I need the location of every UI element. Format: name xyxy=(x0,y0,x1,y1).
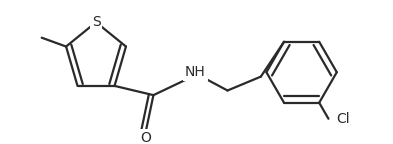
Text: S: S xyxy=(92,15,100,29)
Text: NH: NH xyxy=(185,65,206,79)
Text: O: O xyxy=(141,131,151,144)
Text: Cl: Cl xyxy=(336,112,349,126)
